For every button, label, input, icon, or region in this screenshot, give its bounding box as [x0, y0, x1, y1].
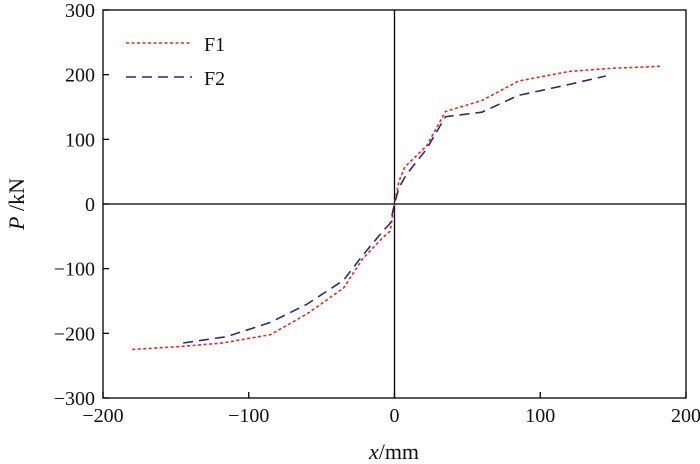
x-tick-label: −100 — [228, 405, 269, 427]
y-tick-label: 0 — [85, 194, 95, 216]
y-tick-label: −100 — [54, 259, 95, 281]
series-line-f2 — [183, 75, 606, 344]
y-axis-title: P /kN — [4, 178, 29, 231]
x-tick-label: 100 — [525, 405, 555, 427]
y-tick-label: −200 — [54, 323, 95, 345]
y-tick-label: 300 — [65, 0, 95, 22]
y-axis-unit: /kN — [4, 178, 29, 217]
series-line-f1 — [132, 65, 662, 351]
x-axis-title: x/mm — [368, 439, 419, 464]
y-axis-var: P — [4, 217, 29, 231]
y-tick-label: 200 — [65, 65, 95, 87]
x-axis-var: x — [368, 439, 379, 464]
x-tick-label: 200 — [671, 405, 700, 427]
y-tick-label: −300 — [54, 388, 95, 410]
legend-label-f2: F2 — [204, 68, 225, 90]
x-tick-label: 0 — [390, 405, 400, 427]
legend-label-f1: F1 — [204, 34, 225, 56]
x-tick-label: −200 — [82, 405, 123, 427]
x-axis-ticks: −200 −100 0 100 200 — [82, 392, 700, 427]
legend: F1 F2 — [126, 34, 225, 90]
y-axis-ticks: −300 −200 −100 0 100 200 300 — [54, 0, 109, 410]
x-axis-unit: /mm — [379, 439, 419, 464]
y-tick-label: 100 — [65, 129, 95, 151]
series-layer — [132, 65, 662, 351]
